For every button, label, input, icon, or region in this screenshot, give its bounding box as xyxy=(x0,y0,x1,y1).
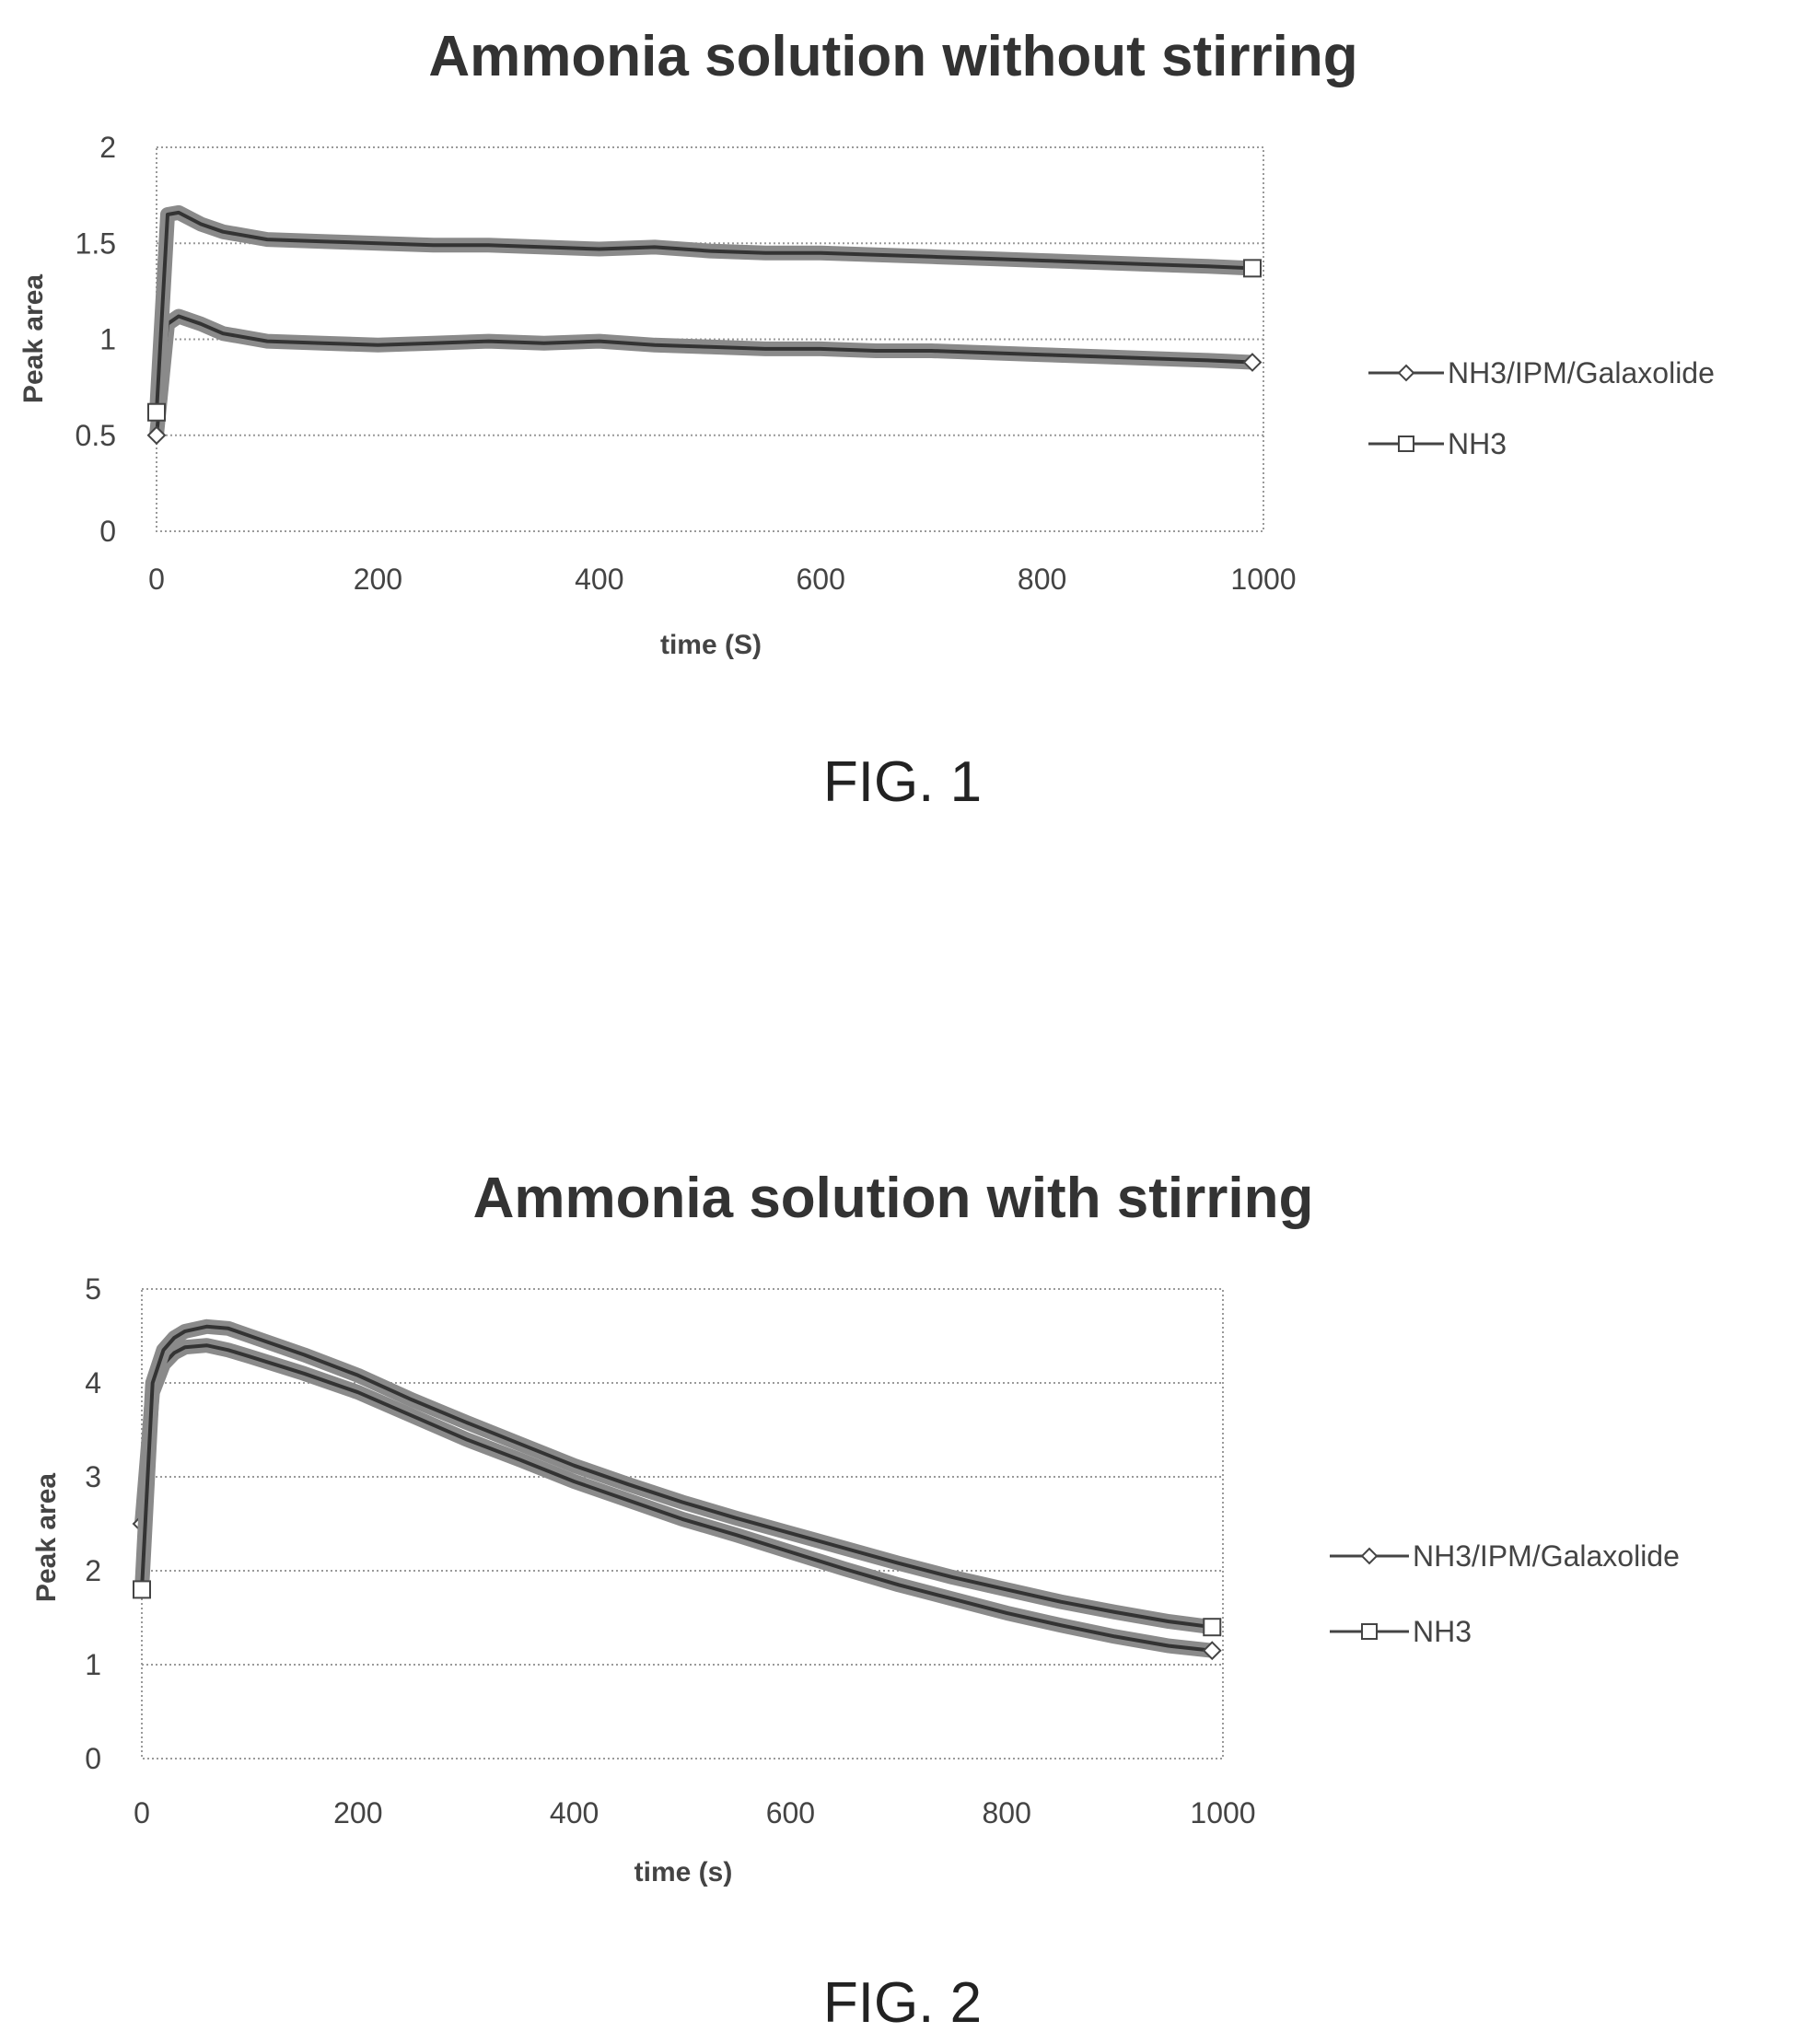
legend-item-1: NH3 xyxy=(1330,1615,1472,1648)
series-line xyxy=(140,1324,1213,1630)
series-line xyxy=(155,314,1253,436)
y-tick-label: 1.5 xyxy=(76,226,116,260)
chart-with-stirring: Ammonia solution with stirring Peak area… xyxy=(31,1167,1680,2035)
x-axis-label: time (s) xyxy=(634,1857,733,1887)
legend-item-0: NH3/IPM/Galaxolide xyxy=(1330,1539,1680,1573)
x-tick-label: 0 xyxy=(134,1796,150,1829)
square-marker-icon xyxy=(1398,436,1414,452)
series-0 xyxy=(146,308,1263,446)
figure-label: FIG. 2 xyxy=(823,1971,982,2035)
data-point xyxy=(1242,353,1263,372)
x-tick-label: 800 xyxy=(983,1796,1031,1829)
x-tick-labels: 0 200 400 600 800 1000 xyxy=(148,563,1296,596)
y-tick-label: 0 xyxy=(99,515,116,548)
series-line xyxy=(140,1343,1213,1653)
legend-label-0: NH3/IPM/Galaxolide xyxy=(1448,356,1715,389)
series xyxy=(146,204,1263,446)
data-point xyxy=(133,1580,151,1599)
y-tick-label: 2 xyxy=(85,1554,101,1587)
x-axis-label: time (S) xyxy=(660,630,762,660)
y-tick-label: 1 xyxy=(85,1648,101,1681)
plot-area xyxy=(156,146,1264,532)
y-axis-label: Peak area xyxy=(31,1473,62,1602)
x-tick-labels: 0 200 400 600 800 1000 xyxy=(134,1796,1255,1829)
data-point xyxy=(147,402,166,422)
diamond-marker-icon xyxy=(1397,364,1415,382)
y-tick-labels: 0 1 2 3 4 5 xyxy=(85,1272,101,1775)
series xyxy=(132,1318,1222,1661)
y-tick-label: 0 xyxy=(85,1742,101,1775)
series-band xyxy=(149,308,1253,436)
y-tick-label: 3 xyxy=(85,1460,101,1493)
legend-item-0: NH3/IPM/Galaxolide xyxy=(1368,356,1715,389)
x-tick-label: 0 xyxy=(148,563,165,596)
chart-title: Ammonia solution with stirring xyxy=(473,1167,1314,1230)
x-tick-label: 400 xyxy=(550,1796,599,1829)
data-point xyxy=(146,425,167,446)
legend: NH3/IPM/Galaxolide NH3 xyxy=(1330,1539,1680,1648)
square-marker-icon xyxy=(1361,1623,1378,1640)
data-point xyxy=(1203,1618,1222,1637)
y-tick-label: 0.5 xyxy=(76,419,116,452)
plot-area xyxy=(141,1288,1224,1759)
x-tick-label: 800 xyxy=(1018,563,1066,596)
figure-label: FIG. 1 xyxy=(823,750,982,814)
series-line xyxy=(155,210,1253,412)
chart-title: Ammonia solution without stirring xyxy=(428,25,1357,88)
y-tick-label: 4 xyxy=(85,1366,101,1399)
legend-item-1: NH3 xyxy=(1368,427,1507,460)
legend: NH3/IPM/Galaxolide NH3 xyxy=(1368,356,1715,460)
x-tick-label: 1000 xyxy=(1190,1796,1255,1829)
y-tick-label: 1 xyxy=(99,323,116,356)
legend-label-0: NH3/IPM/Galaxolide xyxy=(1413,1539,1680,1573)
data-point xyxy=(1202,1641,1222,1661)
series-1 xyxy=(147,204,1262,422)
data-point xyxy=(1242,259,1262,278)
chart-without-stirring: Ammonia solution without stirring Peak a… xyxy=(18,25,1715,814)
x-tick-label: 200 xyxy=(333,1796,382,1829)
x-tick-label: 400 xyxy=(575,563,623,596)
legend-label-1: NH3 xyxy=(1413,1615,1472,1648)
y-tick-label: 2 xyxy=(99,131,116,164)
legend-label-1: NH3 xyxy=(1448,427,1507,460)
diamond-marker-icon xyxy=(1360,1547,1379,1565)
y-tick-label: 5 xyxy=(85,1272,101,1306)
x-tick-label: 1000 xyxy=(1230,563,1296,596)
y-tick-labels: 0 0.5 1 1.5 2 xyxy=(76,131,116,548)
series-1 xyxy=(133,1318,1222,1637)
x-tick-label: 600 xyxy=(766,1796,815,1829)
x-tick-label: 200 xyxy=(354,563,402,596)
x-tick-label: 600 xyxy=(797,563,845,596)
y-axis-label: Peak area xyxy=(18,274,49,403)
